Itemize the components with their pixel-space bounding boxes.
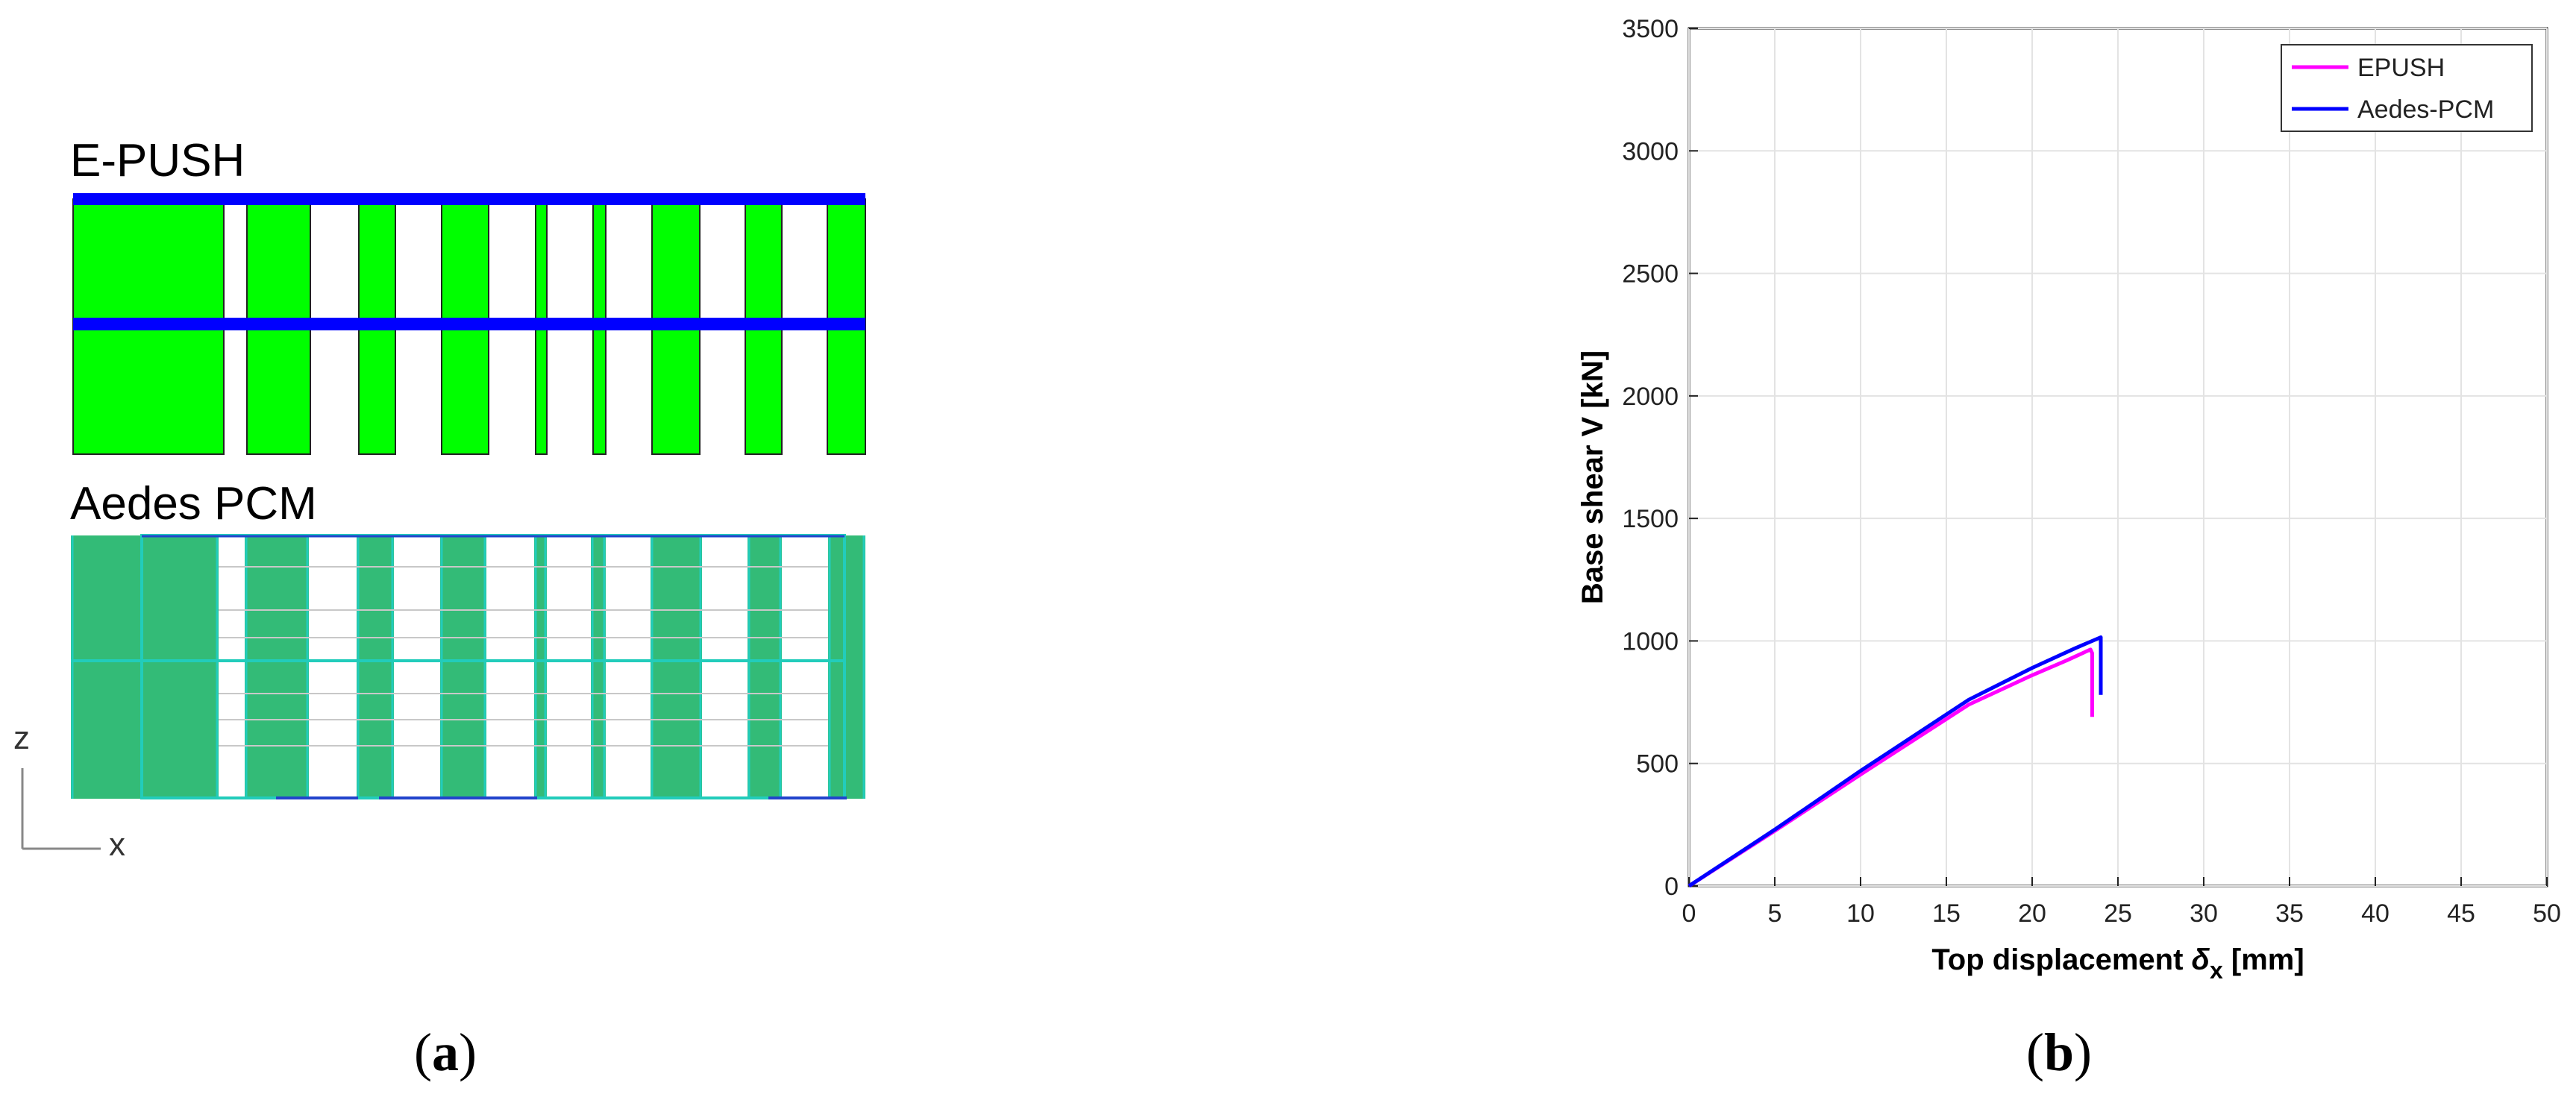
y-tick-label: 2500 [1622, 260, 1679, 289]
caption-a: (a) [414, 1022, 477, 1082]
y-tick-label: 0 [1664, 873, 1679, 901]
aedes-wall [591, 535, 606, 799]
grid [1688, 28, 2548, 887]
panel-b-chart: 0 5 10 15 20 25 30 35 40 45 50 0 500 1000 1500 2000 250… [1576, 15, 2561, 984]
x-tick-label: 20 [2018, 899, 2046, 928]
x-tick-label: 15 [1932, 899, 1961, 928]
epush-label: E-PUSH [70, 135, 245, 186]
series-line-aedes-pcm [1687, 635, 2103, 888]
y-tick-label: 500 [1636, 750, 1679, 779]
aedes-wall [440, 535, 486, 799]
series-group [1687, 635, 2103, 888]
caption-b: (b) [2026, 1022, 2093, 1082]
axis-triad [21, 768, 101, 850]
y-tick-label: 1000 [1622, 627, 1679, 656]
x-tick-label: 5 [1768, 899, 1782, 928]
epush-model [72, 193, 866, 455]
legend-box [2281, 44, 2533, 132]
aedes-wall [245, 535, 309, 799]
x-tick-label: 0 [1682, 899, 1696, 928]
x-tick-label: 30 [2190, 899, 2218, 928]
y-tick-label: 3000 [1622, 137, 1679, 166]
panel-a [21, 193, 866, 850]
axis-x-label: x [109, 826, 125, 863]
x-tick-label: 25 [2104, 899, 2132, 928]
x-tick-label: 50 [2533, 899, 2561, 928]
epush-mid-beam [73, 318, 865, 330]
aedes-wall [357, 535, 394, 799]
legend-label: EPUSH [2357, 54, 2445, 82]
x-tick-label: 40 [2361, 899, 2389, 928]
y-axis-label: Base shear V [kN] [1576, 351, 1609, 604]
aedes-wall [534, 535, 547, 799]
aedes-label: Aedes PCM [70, 478, 317, 529]
aedes-wall [651, 535, 702, 799]
legend-items: EPUSH Aedes-PCM [2292, 54, 2494, 124]
x-tick-label: 10 [1846, 899, 1875, 928]
aedes-wall [71, 535, 219, 799]
aedes-grey-lines [219, 566, 847, 799]
legend-label: Aedes-PCM [2357, 95, 2494, 124]
epush-top-beam [73, 193, 865, 205]
y-tick-label: 2000 [1622, 383, 1679, 411]
aedes-model [71, 534, 865, 799]
aedes-wall [828, 535, 865, 799]
x-tick-label: 35 [2275, 899, 2304, 928]
aedes-walls [71, 535, 865, 799]
y-axis-ticks: 0 500 1000 1500 2000 2500 3000 3500 [1622, 15, 1698, 901]
y-tick-label: 1500 [1622, 505, 1679, 533]
axis-z-label: z [13, 720, 30, 756]
x-tick-label: 45 [2447, 899, 2475, 928]
aedes-wall [748, 535, 782, 799]
legend: EPUSH Aedes-PCM [2281, 44, 2533, 132]
y-tick-label: 3500 [1622, 15, 1679, 43]
x-axis-ticks: 0 5 10 15 20 25 30 35 40 45 50 [1682, 877, 2561, 928]
x-axis-label: Top displacement δx [mm] [1931, 943, 2304, 984]
